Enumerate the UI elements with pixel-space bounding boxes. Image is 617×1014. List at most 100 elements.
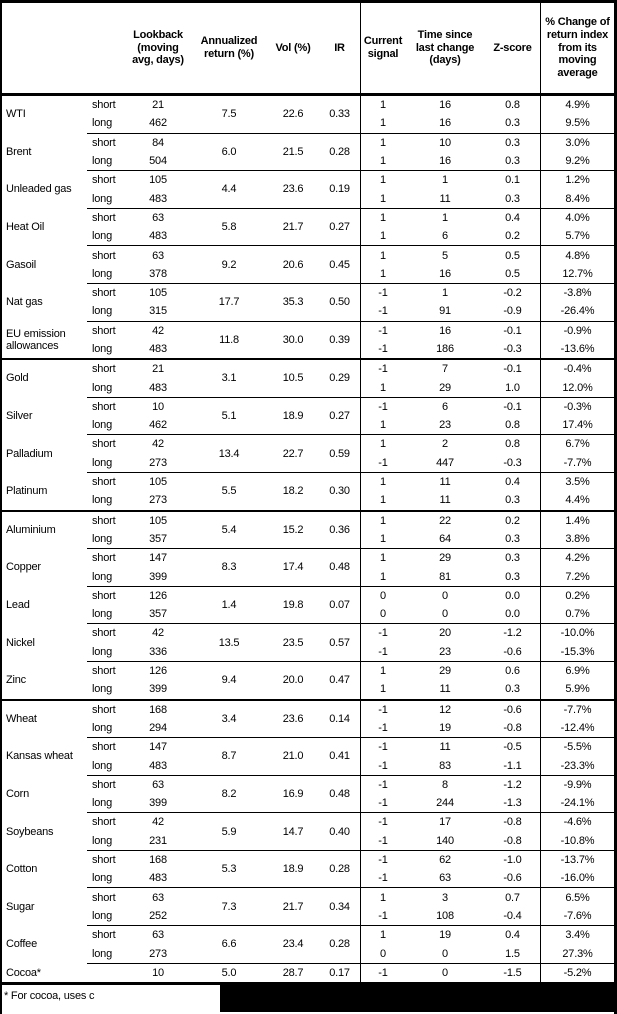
current-signal-value: 0 [380, 608, 386, 621]
commodity-name: Copper [6, 561, 41, 574]
footnote-row: * For cocoa, uses c [2, 984, 614, 1012]
z-score-value: 0.5 [485, 264, 541, 283]
commodity-group: Sugar 7.3 21.7 0.34 short 63 1 3 0.7 6.5% long 252 -… [2, 888, 614, 926]
lookback-value: 336 [149, 645, 167, 658]
pct-change-value: -23.3% [560, 759, 595, 772]
commodity-group: Nat gas 17.7 35.3 0.50 short 105 -1 1 -0.2 -3.8% l… [2, 283, 614, 321]
horizon-label: long [92, 645, 112, 658]
time-since-value: 7 [442, 363, 448, 376]
horizon-label: long [92, 305, 112, 318]
horizon-label: short [92, 665, 116, 678]
current-signal-value: -1 [378, 834, 388, 847]
annualized-return-value: 8.7 [221, 750, 237, 763]
lookback-value: 357 [149, 608, 167, 621]
current-signal-value: 1 [380, 230, 386, 243]
annualized-return-value: 7.3 [221, 900, 237, 913]
pct-change-value: 9.5% [565, 117, 590, 130]
group-separator [87, 623, 614, 625]
pct-change-value: 3.0% [565, 136, 590, 149]
pct-change-value: 4.8% [565, 249, 590, 262]
z-score-value: 0.6 [485, 661, 541, 681]
vol-value: 30.0 [282, 333, 304, 346]
commodity-name: Silver [6, 410, 33, 423]
commodity-name: Gold [6, 372, 29, 385]
horizon-label: short [92, 891, 116, 904]
header-vol: Vol (%) [275, 41, 311, 54]
pct-change-value: -5.5% [563, 741, 592, 754]
z-score-value: -0.1 [485, 321, 541, 340]
group-separator [87, 548, 614, 550]
annualized-return-value: 3.4 [221, 712, 237, 725]
time-since-value: 1 [442, 211, 448, 224]
header-current-signal: Current signal [363, 35, 403, 60]
z-score-value: 0.4 [485, 208, 541, 228]
group-separator [87, 774, 614, 776]
horizon-label: long [92, 608, 112, 621]
lookback-value: 378 [149, 267, 167, 280]
z-score-value: 0.2 [485, 227, 541, 246]
horizon-label: short [92, 476, 116, 489]
time-since-value: 11 [439, 741, 451, 754]
ir-value: 0.40 [319, 813, 361, 850]
current-signal-value: -1 [378, 305, 388, 318]
horizon-label: long [92, 343, 112, 355]
z-score-value: 0.3 [485, 151, 541, 171]
horizon-label: short [92, 514, 116, 527]
pct-change-value: -3.8% [563, 287, 592, 300]
group-separator [87, 170, 614, 172]
z-score-value: 0.3 [485, 189, 541, 208]
ir-value: 0.27 [319, 397, 361, 435]
lookback-value: 399 [149, 570, 167, 583]
header-time-since: Time since last change (days) [415, 28, 475, 67]
annualized-return-value: 3.1 [221, 372, 237, 385]
lookback-value: 21 [152, 99, 164, 112]
redaction-bar [220, 984, 614, 1012]
pct-change-value: -4.6% [563, 816, 592, 829]
pct-change-value: 7.2% [565, 570, 590, 583]
lookback-value: 357 [149, 532, 167, 545]
horizon-label: short [92, 854, 116, 867]
lookback-value: 483 [149, 230, 167, 243]
time-since-value: 108 [436, 909, 454, 922]
commodity-group: Copper 8.3 17.4 0.48 short 147 1 29 0.3 4.2% long 3… [2, 549, 614, 586]
horizon-label: long [92, 721, 112, 734]
current-signal-value: -1 [378, 324, 388, 337]
current-signal-value: 1 [380, 174, 386, 187]
time-since-value: 12 [439, 703, 451, 716]
pct-change-value: -26.4% [560, 305, 595, 318]
pct-change-value: -13.7% [560, 854, 595, 867]
horizon-label: short [92, 741, 116, 754]
time-since-value: 244 [436, 797, 454, 810]
ir-value: 0.30 [319, 472, 361, 510]
ir-value: 0.19 [319, 171, 361, 208]
pct-change-value: 4.9% [565, 99, 590, 112]
lookback-value: 294 [149, 721, 167, 734]
group-separator [87, 471, 614, 473]
time-since-value: 186 [436, 343, 454, 355]
annualized-return-value: 5.8 [221, 221, 237, 234]
horizon-label: short [92, 552, 116, 565]
vol-value: 21.0 [282, 750, 304, 763]
vol-value: 20.0 [282, 674, 304, 687]
time-since-value: 3 [442, 891, 448, 904]
lookback-value: 168 [149, 854, 167, 867]
time-since-value: 91 [439, 305, 451, 318]
current-signal-value: 1 [380, 211, 386, 224]
lookback-value: 504 [149, 155, 167, 168]
pct-change-value: 4.2% [565, 552, 590, 565]
horizon-label: short [92, 703, 116, 716]
z-score-value: 0.0 [485, 605, 541, 624]
z-score-value: 0.4 [485, 472, 541, 492]
lookback-value: 483 [149, 759, 167, 772]
ir-value: 0.48 [319, 549, 361, 586]
time-since-value: 16 [439, 267, 451, 280]
time-since-value: 140 [436, 834, 454, 847]
annualized-return-value: 1.4 [221, 599, 237, 612]
time-since-value: 11 [439, 494, 451, 507]
group-separator [87, 849, 614, 851]
current-signal-value: 1 [380, 438, 386, 451]
z-score-value: -0.6 [485, 700, 541, 719]
ir-value: 0.33 [319, 96, 361, 133]
pct-change-value: -7.6% [563, 909, 592, 922]
vol-value: 35.3 [282, 296, 304, 309]
